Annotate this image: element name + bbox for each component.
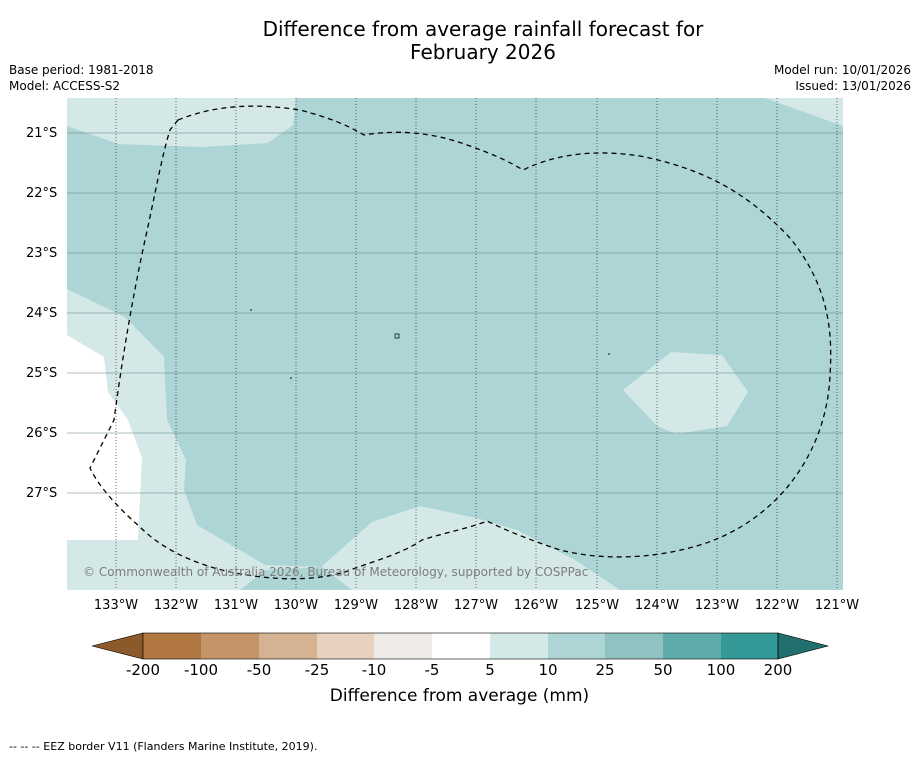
colorbar-label: -10 xyxy=(361,661,387,679)
rainfall-field-5-10-north xyxy=(67,98,296,147)
rainfall-field-neutral xyxy=(67,335,142,540)
map-title-line-1: Difference from average rainfall forecas… xyxy=(262,17,704,41)
colorbar-segment xyxy=(432,633,490,659)
lat-label: 27°S xyxy=(26,486,58,501)
rainfall-field-5-10-southwest xyxy=(67,289,620,590)
colorbar xyxy=(91,632,830,660)
eez-border xyxy=(89,105,832,580)
lon-label: 131°W xyxy=(213,598,259,613)
island-marker xyxy=(250,309,252,311)
lon-label: 125°W xyxy=(574,598,620,613)
island-marker xyxy=(608,353,610,355)
colorbar-title: Difference from average (mm) xyxy=(329,686,590,706)
longitude-gridlines xyxy=(115,98,838,590)
colorbar-label: 50 xyxy=(653,661,673,679)
colorbar-label: 25 xyxy=(595,661,615,679)
colorbar-label: -5 xyxy=(424,661,440,679)
latitude-gridlines xyxy=(67,132,843,494)
lon-label: 127°W xyxy=(453,598,499,613)
colorbar-label: 200 xyxy=(763,661,793,679)
colorbar-segment xyxy=(490,633,548,659)
lon-label: 122°W xyxy=(754,598,800,613)
colorbar-frame xyxy=(142,632,779,660)
rainfall-field-5-10-northeast xyxy=(765,98,843,126)
colorbar-label: -100 xyxy=(183,661,219,679)
lon-label: 129°W xyxy=(333,598,379,613)
colorbar-segment xyxy=(201,633,259,659)
colorbar-segment xyxy=(374,633,432,659)
colorbar-segment xyxy=(721,633,778,659)
copyright-notice: © Commonwealth of Australia 2026, Bureau… xyxy=(83,565,589,579)
model-run: Model run: 10/01/2026 xyxy=(773,63,911,77)
lon-label: 128°W xyxy=(393,598,439,613)
lon-label: 121°W xyxy=(814,598,860,613)
colorbar-label: 5 xyxy=(485,661,495,679)
model-name: Model: ACCESS-S2 xyxy=(9,79,121,93)
colorbar-label: 100 xyxy=(706,661,736,679)
lat-label: 24°S xyxy=(26,306,58,321)
lat-label: 21°S xyxy=(26,126,58,141)
colorbar-segment xyxy=(605,633,663,659)
colorbar-label: -50 xyxy=(246,661,272,679)
lon-label: 126°W xyxy=(513,598,559,613)
island-marker xyxy=(290,377,292,379)
colorbar-label: 10 xyxy=(538,661,558,679)
lat-label: 22°S xyxy=(26,186,58,201)
colorbar-segment xyxy=(143,633,201,659)
meta-right: Model run: 10/01/2026 Issued: 13/01/2026 xyxy=(774,62,911,94)
lon-label: 130°W xyxy=(273,598,319,613)
lat-label: 25°S xyxy=(26,366,58,381)
colorbar-segment xyxy=(663,633,721,659)
lon-label: 124°W xyxy=(634,598,680,613)
colorbar-label: -25 xyxy=(304,661,330,679)
base-period: Base period: 1981-2018 xyxy=(9,63,154,77)
meta-left: Base period: 1981-2018 Model: ACCESS-S2 xyxy=(9,62,154,94)
issued-date: Issued: 13/01/2026 xyxy=(795,79,911,93)
colorbar-label: -200 xyxy=(125,661,161,679)
map-title-line-2: February 2026 xyxy=(410,40,556,64)
island-marker xyxy=(394,333,400,339)
map-title: Difference from average rainfall forecas… xyxy=(0,18,919,64)
colorbar-extend-low xyxy=(91,632,144,660)
map-area xyxy=(67,98,843,590)
lon-label: 132°W xyxy=(153,598,199,613)
colorbar-segment xyxy=(317,633,374,659)
eez-legend-note: -- -- -- EEZ border V11 (Flanders Marine… xyxy=(9,740,318,753)
colorbar-segment xyxy=(548,633,605,659)
lon-label: 123°W xyxy=(694,598,740,613)
colorbar-segment xyxy=(259,633,317,659)
lat-label: 23°S xyxy=(26,246,58,261)
lon-label: 133°W xyxy=(93,598,139,613)
colorbar-extend-high xyxy=(777,632,830,660)
lat-label: 26°S xyxy=(26,426,58,441)
rainfall-field-10-25 xyxy=(67,98,843,590)
